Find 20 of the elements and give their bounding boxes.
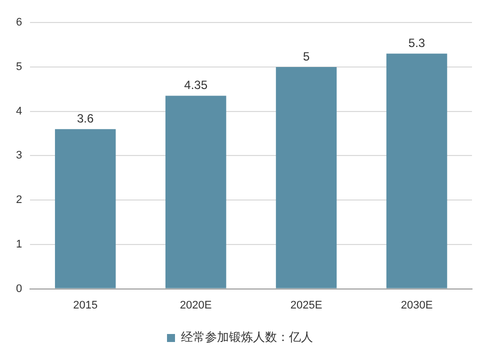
y-tick-label: 2 (16, 194, 22, 206)
x-tick-label: 2030E (400, 299, 433, 312)
y-tick-label: 6 (16, 16, 22, 29)
y-tick-label: 5 (16, 61, 22, 73)
x-tick-label: 2020E (180, 299, 212, 312)
y-tick-label: 1 (16, 238, 22, 250)
y-tick-label: 0 (16, 282, 22, 295)
data-label: 3.6 (77, 111, 94, 126)
bar (386, 54, 448, 288)
x-tick-label: 2025E (290, 299, 322, 312)
data-label: 4.35 (184, 78, 208, 92)
data-label: 5 (302, 49, 310, 64)
data-label: 5.3 (408, 36, 426, 50)
legend-label: 经常参加锻炼人数：亿人 (181, 330, 313, 344)
y-tick-label: 3 (16, 150, 22, 162)
x-tick-label: 2015 (73, 299, 98, 312)
bar (165, 96, 226, 288)
y-tick-label: 4 (16, 105, 22, 118)
bar (276, 66, 337, 288)
bar (54, 129, 116, 288)
